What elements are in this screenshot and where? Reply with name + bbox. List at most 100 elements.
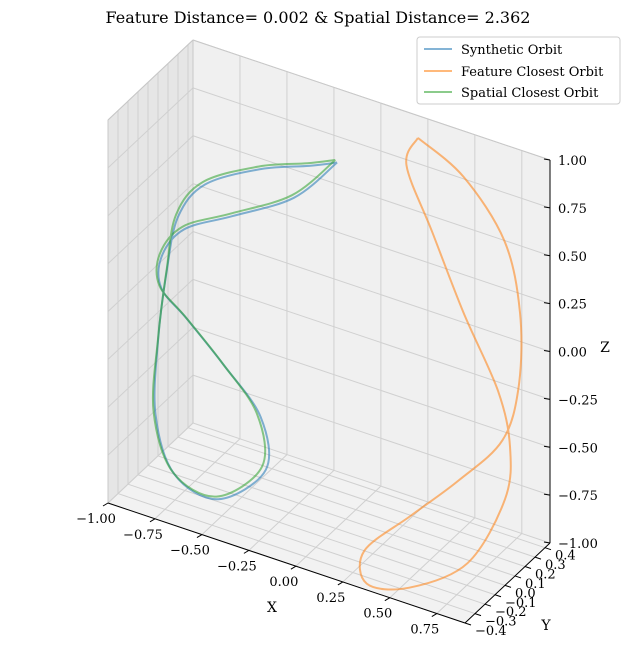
orbit-line-feature-closest-orbit: [358, 137, 523, 591]
axis-spines: [107, 39, 551, 624]
legend-frame: [416, 36, 621, 105]
z-tick-label: −0.75: [558, 489, 598, 504]
pane-edge: [107, 39, 194, 121]
legend-label: Spatial Closest Orbit: [461, 86, 599, 101]
z-tick-mark: [543, 445, 551, 448]
x-tick-label: −0.50: [170, 544, 210, 559]
z-gridline-back: [192, 87, 551, 209]
z-tick-label: −0.50: [558, 441, 598, 456]
y-tick-mark: [534, 556, 542, 560]
y-gridline-floor: [117, 493, 476, 615]
y-tick-label: 0.0: [515, 586, 536, 601]
x-tick-mark: [149, 518, 156, 523]
z-gridline-left: [107, 231, 194, 312]
z-gridline-left: [107, 279, 194, 360]
y-gridline-floor: [187, 427, 546, 549]
x-axis-spine: [107, 502, 466, 624]
y-tick-mark: [524, 566, 532, 570]
z-gridline-left: [107, 135, 194, 217]
y-tick-label: −0.1: [505, 596, 537, 611]
z-tick-mark: [543, 350, 551, 352]
z-gridline-back: [192, 135, 551, 257]
y-tick-label: −0.3: [485, 615, 517, 630]
legend-label: Synthetic Orbit: [461, 43, 563, 58]
y-tick-mark: [514, 575, 522, 579]
y-gridline-floor: [167, 446, 526, 568]
orbit-line-synthetic-orbit: [153, 161, 338, 501]
z-gridline-back: [192, 278, 551, 400]
legend-label: Feature Closest Orbit: [461, 65, 604, 80]
z-gridline-left: [107, 422, 194, 504]
x-tick-mark: [384, 597, 391, 602]
pane-edge: [192, 39, 551, 161]
y-tick-label: 0.1: [525, 577, 546, 592]
legend-entry: Spatial Closest Orbit: [424, 86, 599, 101]
chart-title: Feature Distance= 0.002 & Spatial Distan…: [106, 8, 531, 27]
z-tick-mark: [543, 493, 551, 496]
y-tick-label: 0.2: [535, 568, 556, 583]
z-tick-label: 0.50: [558, 250, 587, 265]
y-axis-title: Y: [540, 618, 551, 634]
z-gridline-left: [107, 87, 194, 169]
y-tick-mark: [484, 603, 492, 607]
x-gridline-floor: [201, 454, 288, 535]
axis-ticks: −1.00 −0.75 −0.50 −0.25 0.00 0.25 0.50 0.75 −0.4…: [76, 154, 598, 639]
y-tick-mark: [464, 622, 472, 626]
x-gridline-floor: [248, 470, 335, 551]
x-tick-mark: [337, 581, 344, 586]
floor-pane: [108, 423, 550, 623]
z-tick-label: 1.00: [558, 154, 587, 169]
x-gridline-floor: [389, 517, 476, 599]
y-tick-label: 0.4: [555, 549, 576, 564]
z-axis-title: Z: [600, 340, 610, 356]
x-tick-mark: [243, 549, 250, 554]
y-gridline-floor: [147, 464, 506, 586]
z-gridline-left: [107, 374, 194, 456]
orbit-line-spatial-closest-orbit: [151, 159, 336, 498]
x-tick-label: −0.25: [217, 559, 257, 574]
z-tick-mark: [543, 254, 551, 257]
y-tick-mark: [544, 547, 552, 551]
z-tick-mark: [543, 206, 551, 209]
x-tick-label: 0.50: [363, 607, 392, 622]
x-tick-mark: [102, 502, 109, 507]
x-axis-title: X: [267, 600, 277, 616]
z-gridline-left: [107, 183, 194, 264]
z-gridline-back: [192, 326, 551, 448]
x-tick-label: −0.75: [123, 528, 163, 543]
z-gridline-back: [192, 374, 551, 496]
z-tick-label: 0.75: [558, 202, 587, 217]
y-tick-label: −0.2: [495, 605, 527, 620]
z-tick-mark: [543, 302, 551, 305]
z-tick-label: −1.00: [558, 537, 598, 552]
z-tick-label: 0.25: [558, 298, 587, 313]
legend: Synthetic Orbit Feature Closest Orbit Sp…: [416, 36, 621, 105]
x-tick-mark: [290, 565, 297, 570]
x-gridline-floor: [342, 501, 429, 583]
z-tick-mark: [543, 541, 551, 544]
y-tick-mark: [474, 613, 482, 617]
y-gridline-floor: [177, 436, 536, 558]
z-gridline-back: [192, 422, 551, 544]
x-gridline-floor: [436, 533, 523, 614]
y-tick-label: 0.3: [545, 558, 566, 573]
z-tick-mark: [543, 397, 551, 400]
legend-entry: Feature Closest Orbit: [424, 65, 604, 80]
x-tick-label: 0.00: [269, 575, 298, 590]
y-axis-spine: [464, 542, 551, 624]
y-tick-mark: [504, 584, 512, 588]
z-gridline-left: [107, 326, 194, 408]
x-tick-label: 0.25: [316, 591, 345, 606]
z-tick-label: −0.25: [558, 393, 598, 408]
z-gridline-back: [192, 231, 551, 352]
z-tick-mark: [543, 158, 551, 161]
z-tick-label: 0.00: [558, 346, 587, 361]
x-tick-mark: [431, 613, 438, 617]
orbit-series: [151, 137, 523, 591]
z-gridline-back: [192, 183, 551, 305]
y-tick-mark: [494, 594, 502, 598]
y-tick-label: −0.4: [475, 624, 507, 639]
y-gridline-floor: [157, 455, 516, 577]
x-gridline-floor: [295, 485, 382, 567]
